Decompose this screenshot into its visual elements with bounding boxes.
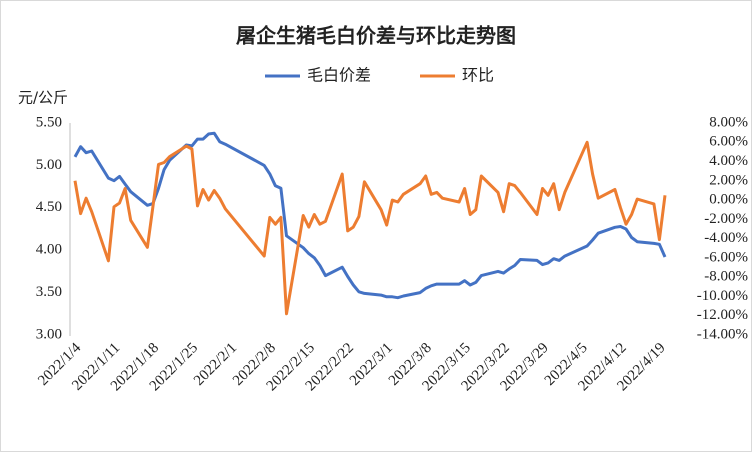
series-line [73, 131, 667, 300]
y2-tick-label: 8.00% [709, 114, 748, 130]
y2-tick-label: -6.00% [704, 249, 748, 265]
y-axis-label: 元/公斤 [18, 89, 68, 107]
y-tick-label: 5.50 [36, 114, 62, 130]
y-tick-label: 4.50 [36, 199, 62, 215]
y2-tick-label: 4.00% [709, 153, 748, 169]
y2-tick-label: -14.00% [697, 326, 748, 342]
y-tick-label: 5.00 [36, 157, 62, 173]
y-tick-label: 3.00 [36, 326, 62, 342]
y-tick-label: 3.50 [36, 284, 62, 300]
y2-tick-label: 0.00% [709, 192, 748, 208]
legend-label: 毛白价差 [307, 66, 371, 85]
chart-title: 屠企生猪毛白价差与环比走势图 [236, 24, 516, 48]
y2-tick-label: 2.00% [709, 172, 748, 188]
y2-tick-label: 6.00% [709, 134, 748, 150]
y2-tick-label: -12.00% [697, 307, 748, 323]
y2-tick-label: -10.00% [697, 288, 748, 304]
y2-tick-label: -2.00% [704, 211, 748, 227]
series-line [73, 140, 667, 316]
legend-label: 环比 [462, 66, 494, 85]
y2-tick-label: -4.00% [704, 230, 748, 246]
y-tick-label: 4.00 [36, 242, 62, 258]
y2-tick-label: -8.00% [704, 269, 748, 285]
